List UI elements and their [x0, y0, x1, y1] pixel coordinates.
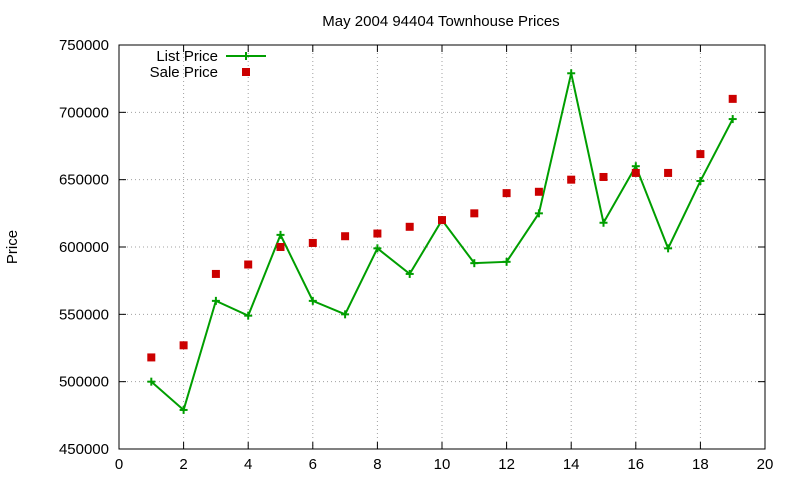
list-price-point: [308, 296, 317, 305]
list-price-point: [534, 209, 543, 218]
sale-price-point: [534, 187, 543, 196]
x-tick-label: 20: [757, 456, 774, 473]
x-tick-label: 16: [627, 456, 644, 473]
x-tick-label: 4: [244, 456, 252, 473]
chart-title: May 2004 94404 Townhouse Prices: [322, 13, 559, 30]
legend-plus-swatch: [242, 52, 250, 60]
list-price-point: [631, 162, 640, 171]
sale-price-point: [276, 243, 285, 251]
list-price-point: [599, 218, 608, 227]
sale-price-point: [147, 353, 156, 362]
list-price-point: [470, 259, 479, 268]
x-tick-label: 12: [498, 456, 515, 473]
grid-lines: [119, 45, 765, 449]
sale-price-point: [599, 172, 608, 181]
list-price-point: [502, 257, 511, 266]
list-price-point: [244, 311, 253, 320]
list-price-point: [147, 377, 156, 386]
x-tick-label: 8: [373, 456, 381, 473]
x-tick-label: 6: [309, 456, 317, 473]
sale-price-point: [308, 238, 317, 247]
legend-label: List Price: [156, 48, 218, 65]
x-tick-label: 10: [434, 456, 451, 473]
list-price-point: [276, 230, 285, 239]
sale-price-point: [211, 269, 220, 278]
y-tick-label: 600000: [59, 239, 109, 256]
y-axis-label: Price: [4, 230, 21, 264]
sale-price-point: [696, 150, 705, 159]
legend-square-swatch: [242, 68, 250, 76]
sale-price-point: [567, 175, 576, 184]
sale-price-point: [179, 341, 188, 350]
legend-label: Sale Price: [150, 64, 218, 81]
axis-ticks: 0 2 4 6 8 10 12 14 16 18 20 450000 500000 550000 60000…: [59, 37, 773, 473]
y-tick-label: 450000: [59, 441, 109, 458]
x-tick-label: 18: [692, 456, 709, 473]
y-tick-label: 750000: [59, 37, 109, 54]
y-tick-label: 500000: [59, 374, 109, 391]
list-price-point: [211, 296, 220, 305]
list-price-point: [405, 269, 414, 278]
sale-price-point: [405, 222, 414, 231]
y-tick-label: 650000: [59, 172, 109, 189]
sale-price-point: [244, 260, 253, 269]
list-price-point: [341, 310, 350, 319]
sale-price-point: [341, 232, 350, 241]
sale-price-point: [438, 216, 446, 225]
list-price-point: [179, 405, 188, 414]
y-tick-label: 550000: [59, 306, 109, 323]
list-price-point: [728, 115, 737, 124]
sale-price-point: [502, 189, 511, 198]
sale-price-point: [373, 229, 382, 238]
sale-price-point: [728, 94, 737, 103]
y-tick-label: 700000: [59, 104, 109, 121]
sale-price-point: [470, 209, 479, 218]
plot-frame: [118, 44, 766, 450]
series-sale-price: [147, 94, 737, 362]
list-price-point: [567, 69, 576, 78]
list-price-point: [373, 244, 382, 253]
x-tick-label: 2: [179, 456, 187, 473]
sale-price-point: [664, 168, 673, 177]
sale-price-point: [631, 168, 640, 177]
list-price-point: [696, 177, 705, 186]
x-tick-label: 0: [115, 456, 123, 473]
list-price-point: [664, 244, 673, 253]
x-tick-label: 14: [563, 456, 580, 473]
plot-area: [147, 69, 737, 414]
